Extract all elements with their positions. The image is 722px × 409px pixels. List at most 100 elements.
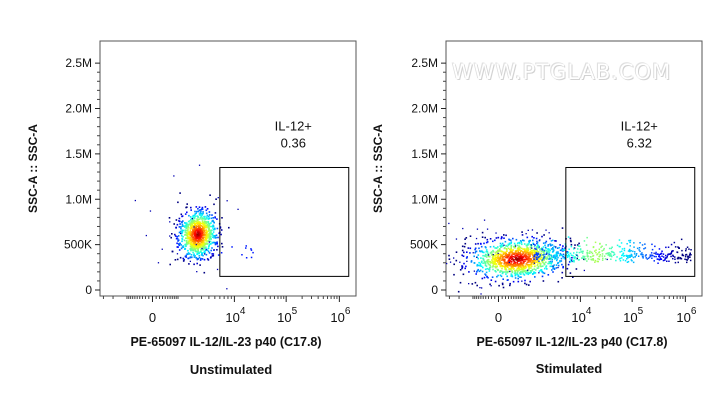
event-dot	[583, 240, 586, 242]
event-dot	[522, 268, 525, 271]
event-dot	[486, 260, 488, 263]
event-dot	[194, 255, 196, 257]
event-dot	[471, 283, 474, 285]
event-dot	[521, 251, 524, 253]
event-dot	[548, 255, 551, 258]
event-dot	[187, 257, 189, 260]
event-dot	[494, 280, 497, 283]
event-dot	[537, 267, 540, 269]
event-dot	[504, 271, 506, 273]
event-dot	[208, 225, 210, 227]
event-dot	[209, 194, 211, 196]
event-dots	[446, 219, 692, 295]
event-dot	[518, 245, 521, 247]
event-dot	[189, 256, 192, 258]
event-dot	[495, 251, 498, 253]
event-dot	[194, 210, 196, 213]
event-dot	[566, 256, 569, 258]
event-dot	[207, 245, 210, 248]
gate-il12-positive[interactable]	[219, 166, 350, 277]
event-dot	[634, 251, 636, 253]
event-dot	[212, 254, 215, 257]
event-dot	[619, 257, 621, 260]
event-dot	[543, 251, 545, 253]
event-dot	[213, 236, 215, 239]
event-dot	[690, 249, 692, 251]
event-dot	[185, 231, 188, 234]
event-dot	[517, 277, 519, 280]
event-dot	[505, 256, 507, 259]
event-dot	[645, 254, 647, 256]
event-dot	[203, 215, 205, 218]
event-dot	[544, 256, 546, 259]
event-dot	[572, 276, 574, 278]
event-dot	[559, 249, 562, 252]
event-dot	[206, 230, 209, 233]
event-dot	[463, 251, 465, 254]
event-dot	[461, 267, 463, 270]
event-dot	[194, 220, 196, 223]
event-dot	[547, 248, 549, 250]
event-dot	[193, 226, 195, 228]
event-dot	[517, 260, 520, 262]
event-dot	[514, 273, 517, 276]
event-dot	[202, 254, 204, 257]
event-dot	[197, 222, 199, 225]
event-dot	[206, 216, 208, 218]
y-tick-label: 2.0M	[411, 102, 438, 116]
event-dot	[196, 218, 198, 220]
event-dot	[205, 226, 207, 228]
event-dot	[569, 257, 571, 259]
event-dot	[552, 250, 554, 253]
event-dot	[523, 274, 526, 276]
event-dot	[519, 250, 522, 253]
event-dot	[521, 243, 523, 246]
event-dot	[183, 258, 185, 261]
event-dot	[541, 259, 543, 261]
event-dot	[553, 255, 555, 257]
event-dot	[205, 221, 208, 224]
event-dot	[684, 258, 686, 260]
event-dot	[176, 236, 179, 238]
event-dot	[644, 247, 647, 249]
event-dot	[505, 273, 507, 275]
event-dot	[643, 248, 645, 250]
event-dot	[495, 232, 497, 234]
event-dot	[577, 248, 579, 250]
event-dot	[492, 240, 494, 243]
event-dot	[510, 273, 513, 275]
event-dot	[189, 233, 191, 236]
event-dot	[517, 253, 520, 256]
event-dot	[497, 256, 499, 258]
event-dot	[200, 248, 202, 251]
event-dot	[207, 259, 210, 261]
event-dot	[507, 261, 510, 263]
event-dot	[503, 255, 506, 258]
event-dot	[199, 239, 202, 241]
event-dot	[185, 241, 188, 244]
gate-il12-positive[interactable]	[565, 166, 696, 277]
event-dot	[198, 256, 201, 259]
event-dot	[210, 238, 212, 240]
event-dot	[508, 259, 510, 261]
event-dot	[188, 227, 190, 229]
event-dot	[589, 256, 592, 258]
event-dot	[526, 248, 528, 250]
event-dot	[562, 245, 564, 247]
event-dot	[537, 247, 540, 249]
event-dot	[541, 275, 544, 278]
event-dot	[536, 267, 539, 269]
event-dot	[531, 265, 533, 268]
event-dot	[537, 256, 540, 259]
event-dot	[605, 244, 607, 246]
event-dot	[570, 243, 573, 246]
event-dot	[685, 253, 688, 256]
event-dot	[491, 259, 493, 261]
event-dot	[211, 253, 213, 255]
event-dot	[599, 254, 601, 256]
event-dot	[661, 255, 663, 257]
event-dot	[513, 242, 516, 245]
event-dot	[576, 244, 579, 246]
event-dot	[505, 269, 508, 271]
event-dot	[562, 249, 564, 251]
